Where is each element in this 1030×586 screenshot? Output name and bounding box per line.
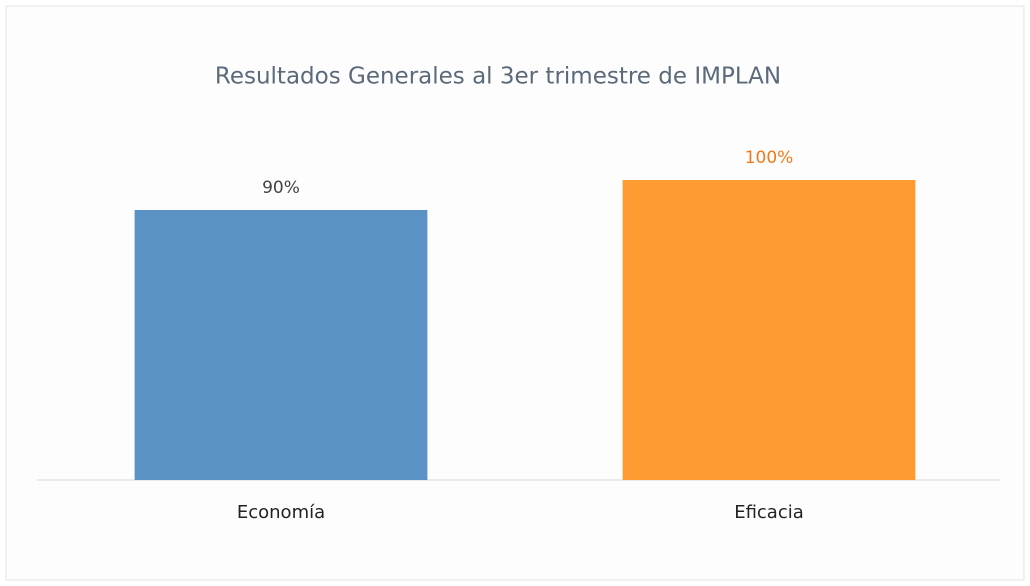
bar [134, 210, 428, 480]
x-tick-label: Eficacia [734, 502, 804, 523]
x-tick-label: Economía [237, 502, 325, 523]
value-label: 100% [745, 148, 794, 168]
value-label: 90% [262, 178, 300, 198]
chart-title: Resultados Generales al 3er trimestre de… [215, 64, 781, 90]
bar [622, 180, 916, 480]
